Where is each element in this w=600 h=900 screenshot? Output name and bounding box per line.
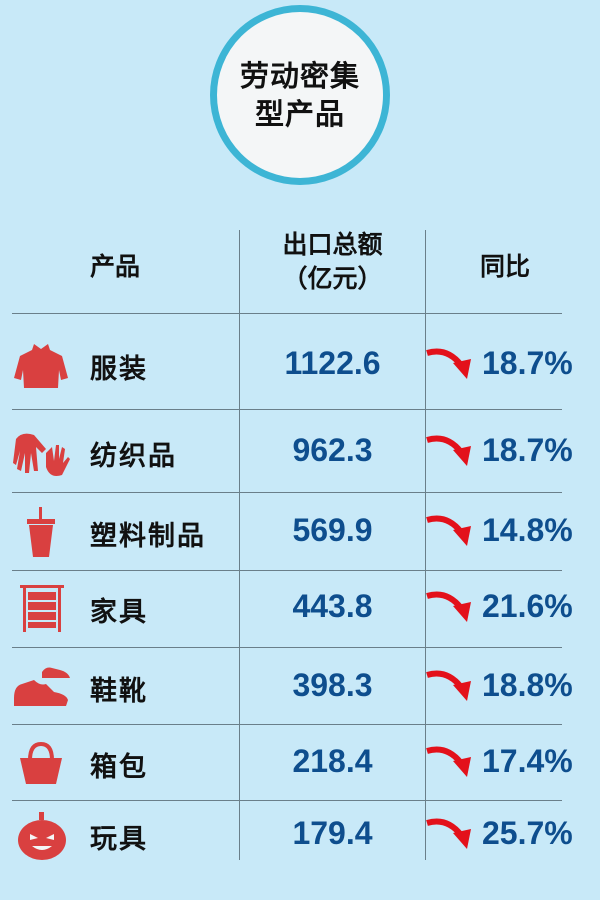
- product-name: 玩具: [90, 824, 148, 855]
- row-divider: [12, 313, 562, 314]
- yoy-change: 14.8%: [482, 512, 573, 548]
- export-value: 218.4: [292, 743, 373, 779]
- title-line-1: 劳动密集: [239, 59, 360, 93]
- pumpkin-icon: [18, 812, 66, 860]
- header-export: 出口总额 （亿元）: [240, 228, 425, 296]
- down-arrow-icon: [426, 591, 471, 622]
- cabinet-icon: [20, 585, 64, 632]
- down-arrow-icon: [426, 435, 471, 466]
- row-divider: [12, 800, 562, 801]
- shoes-icon: [14, 667, 70, 706]
- table-row: 箱包 218.4 17.4%: [0, 733, 600, 793]
- table-row: 塑料制品 569.9 14.8%: [0, 502, 600, 562]
- product-name: 鞋靴: [90, 676, 148, 707]
- export-value: 569.9: [292, 512, 373, 548]
- table-row: 纺织品 962.3 18.7%: [0, 422, 600, 482]
- yoy-change: 18.7%: [482, 432, 573, 468]
- yoy-change: 25.7%: [482, 815, 573, 851]
- header-yoy: 同比: [479, 252, 530, 281]
- down-arrow-icon: [426, 818, 471, 849]
- yoy-change: 21.6%: [482, 588, 573, 624]
- column-divider: [425, 230, 426, 860]
- yoy-change: 17.4%: [482, 743, 573, 779]
- row-divider: [12, 492, 562, 493]
- product-name: 箱包: [90, 752, 148, 783]
- bag-icon: [20, 741, 62, 784]
- export-value: 179.4: [292, 815, 373, 851]
- header-export-line-2: （亿元）: [282, 264, 383, 293]
- export-value: 398.3: [292, 667, 373, 703]
- sweater-icon: [14, 344, 68, 388]
- product-name: 服装: [90, 354, 148, 385]
- title-badge: 劳动密集 型产品: [210, 5, 390, 185]
- row-divider: [12, 570, 562, 571]
- down-arrow-icon: [426, 746, 471, 777]
- table-row: 家具 443.8 21.6%: [0, 578, 600, 638]
- product-name: 塑料制品: [90, 521, 206, 552]
- row-divider: [12, 409, 562, 410]
- export-value: 443.8: [292, 588, 373, 624]
- yoy-change: 18.8%: [482, 667, 573, 703]
- table-row: 服装 1122.6 18.7%: [0, 335, 600, 395]
- down-arrow-icon: [426, 348, 471, 379]
- row-divider: [12, 724, 562, 725]
- table-row: 玩具 179.4 25.7%: [0, 805, 600, 865]
- hands-icon: [13, 433, 70, 476]
- row-divider: [12, 647, 562, 648]
- title-line-2: 型产品: [254, 97, 345, 131]
- product-name: 纺织品: [90, 441, 177, 472]
- header-product: 产品: [89, 252, 140, 281]
- column-divider: [239, 230, 240, 860]
- down-arrow-icon: [426, 670, 471, 701]
- export-value: 1122.6: [284, 345, 381, 381]
- table-row: 鞋靴 398.3 18.8%: [0, 657, 600, 717]
- header-export-line-1: 出口总额: [282, 230, 383, 259]
- cup-icon: [27, 507, 55, 557]
- yoy-change: 18.7%: [482, 345, 573, 381]
- down-arrow-icon: [426, 515, 471, 546]
- product-name: 家具: [90, 597, 148, 628]
- export-value: 962.3: [292, 432, 373, 468]
